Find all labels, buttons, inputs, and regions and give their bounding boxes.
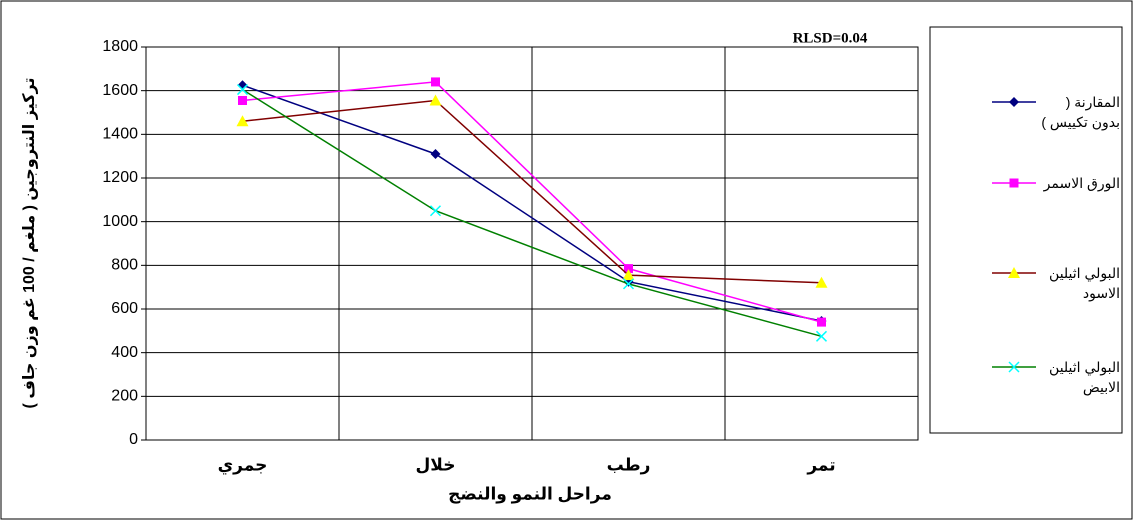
marker (815, 330, 828, 342)
marker (429, 94, 442, 106)
marker (1008, 361, 1020, 373)
marker (622, 269, 635, 281)
marker (236, 84, 249, 96)
marker (624, 264, 633, 274)
marker (1008, 267, 1020, 278)
x-tick-label: رطب (607, 455, 651, 474)
legend-label: البولي اثيلين الاسود (1049, 265, 1120, 301)
series-line (242, 84, 822, 322)
y-tick-label: 1200 (102, 169, 138, 186)
y-tick-label: 1400 (102, 126, 138, 143)
x-tick-label: خلال (416, 455, 456, 474)
marker (815, 276, 828, 288)
series-line (242, 81, 822, 323)
y-tick-label: 0 (129, 431, 138, 448)
series-line (242, 99, 822, 284)
marker (431, 77, 440, 87)
y-tick-label: 600 (111, 300, 138, 317)
marker (1009, 178, 1019, 188)
legend-box (929, 26, 1123, 434)
y-tick-label: 1000 (102, 213, 138, 230)
y-tick-label: 400 (111, 344, 138, 361)
x-tick-label: جمري (218, 455, 268, 475)
y-tick-label: 1600 (102, 82, 138, 99)
y-tick-label: 1800 (102, 38, 138, 55)
marker (236, 115, 249, 127)
legend-label: المقارنة ( بدون تكييس ) (1041, 94, 1120, 130)
legend-label: البولي اثيلين الابيض (1049, 359, 1120, 395)
marker (429, 205, 442, 217)
annotation: RLSD=0.04 (793, 30, 868, 46)
x-axis-label: مراحل النمو والنضج (448, 484, 612, 504)
series-line (242, 88, 822, 338)
y-axis-label: تركيز النتروجين ( ملغم / 100 غم وزن جاف … (21, 78, 38, 409)
marker (430, 148, 441, 159)
legend-label: الورق الاسمر (1043, 175, 1120, 191)
y-tick-label: 800 (111, 257, 138, 274)
marker (238, 95, 247, 105)
y-tick-label: 200 (111, 388, 138, 405)
marker (817, 317, 826, 327)
marker (622, 278, 635, 290)
x-tick-label: تمر (806, 455, 835, 475)
marker (1009, 97, 1019, 107)
